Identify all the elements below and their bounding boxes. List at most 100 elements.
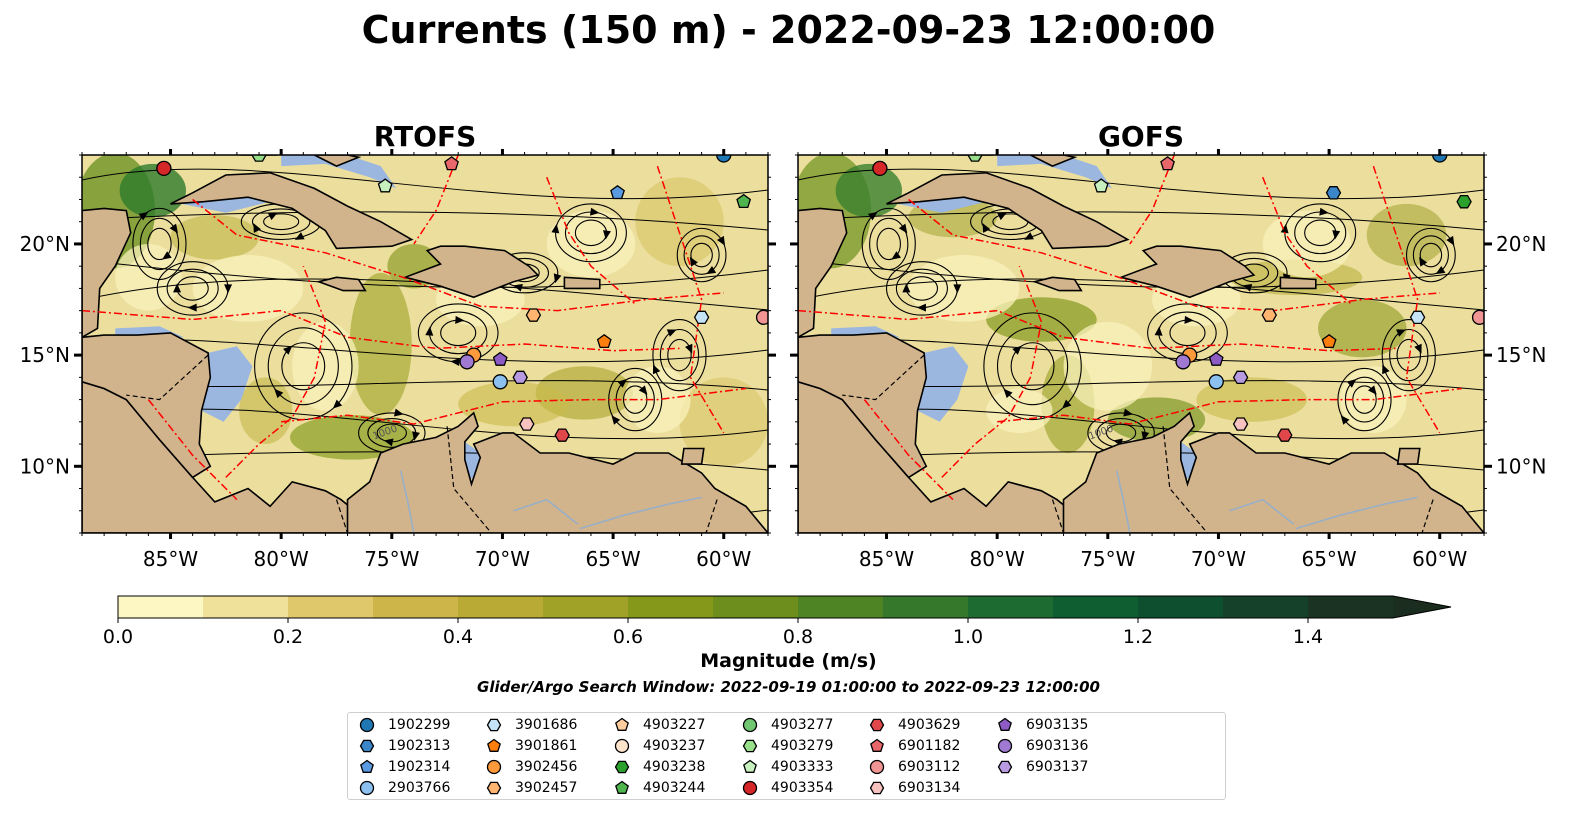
colorbar-segment [1053, 596, 1139, 618]
lat-tick-label-left: 20°N [20, 232, 70, 256]
legend-marker-icon [614, 760, 630, 774]
gofs-panel-title: GOFS [1097, 120, 1185, 153]
float-marker-1902299 [716, 155, 732, 163]
eez-line [656, 165, 725, 434]
legend-label: 4903333 [771, 759, 834, 775]
land-hispaniola [1118, 245, 1256, 299]
float-marker-3902457 [1261, 308, 1278, 322]
float-marker-3901686 [1409, 310, 1426, 325]
float-marker-3902457 [525, 308, 542, 322]
float-marker-4903279 [251, 155, 267, 162]
eez-line [546, 176, 636, 305]
colorbar: 0.0 0.2 0.4 0.6 0.8 1.0 1.2 1.4 [103, 595, 1452, 648]
rtofs-panel-title: RTOFS [373, 120, 477, 153]
shallow-water [281, 155, 397, 189]
float-marker-4903238 [1456, 194, 1472, 209]
land-trinidad [1396, 447, 1421, 465]
legend-marker-icon [487, 738, 501, 752]
eez-line [863, 399, 954, 501]
land-yucatan [798, 207, 848, 339]
legend-marker-icon [360, 759, 374, 773]
legend-marker-icon [870, 738, 884, 752]
legend-label: 3901861 [515, 738, 578, 754]
colorbar-segment [118, 596, 204, 618]
gofs-map: 1000 [790, 149, 1492, 539]
colorbar-segment [628, 596, 714, 618]
legend-marker-icon [997, 738, 1013, 754]
legend-label: 6901182 [898, 738, 961, 754]
colorbar-outline [117, 595, 1452, 619]
legend-marker-icon [614, 738, 630, 754]
colorbar-segment [798, 596, 884, 618]
lon-tick-label: 65°W [1301, 547, 1356, 571]
legend-label: 1902314 [388, 759, 451, 775]
colorbar-segment [1138, 596, 1224, 618]
map-frame [81, 154, 769, 534]
float-marker-3901861 [1321, 334, 1337, 349]
colorbar-segment [883, 596, 969, 618]
float-marker-4903333 [1093, 178, 1109, 193]
land-puertorico [563, 276, 601, 290]
eez-line [413, 155, 459, 245]
land-bahamas1 [314, 155, 362, 167]
float-marker-6903112 [1471, 309, 1484, 325]
legend-label: 4903279 [771, 738, 834, 754]
land-trinidad [680, 447, 705, 465]
legend-marker-icon [359, 780, 375, 796]
colorbar-tick-label: 0.6 [613, 626, 643, 648]
land-cuba [170, 171, 414, 250]
land-jamaica [316, 276, 367, 292]
legend-marker-icon [742, 739, 758, 753]
eez-line [225, 265, 327, 478]
eez-line [798, 309, 1396, 352]
legend-label: 6903135 [1026, 717, 1089, 733]
colorbar-tick-label: 1.2 [1123, 626, 1153, 648]
lon-tick-label: 80°W [254, 547, 309, 571]
float-marker-6903112 [755, 309, 768, 325]
land-hispaniola [402, 245, 540, 299]
float-marker-6903134 [1232, 417, 1249, 431]
float-marker-1902314 [610, 184, 625, 200]
float-marker-1902299 [1432, 155, 1448, 163]
float-marker-2903766 [492, 374, 508, 390]
legend-marker-icon [615, 780, 629, 794]
legend-marker-icon [997, 760, 1013, 774]
colorbar-tick-label: 0.4 [443, 626, 473, 648]
float-marker-4903333 [377, 178, 393, 193]
search-window-text: Glider/Argo Search Window: 2022-09-19 01… [477, 678, 1100, 696]
colorbar-segment [373, 596, 459, 618]
lon-tick-label: 75°W [364, 547, 419, 571]
eez-line [281, 387, 746, 425]
legend-label: 4903354 [771, 780, 834, 796]
lat-tick-label-right: 15°N [1496, 343, 1546, 367]
colorbar-extend-arrow [1393, 596, 1451, 618]
map-figure: 1000 1000 85°W 80°W 75°W 70°W 65°W 60°W 85°W 80… [20, 149, 1546, 571]
colorbar-segment [203, 596, 289, 618]
float-marker-6903137 [512, 370, 528, 385]
lat-tick-label-right: 20°N [1496, 232, 1546, 256]
float-marker-4903244 [736, 193, 752, 209]
float-marker-4903629 [554, 428, 570, 442]
float-marker-4903629 [1277, 428, 1293, 442]
eez-line [192, 198, 724, 312]
legend-marker-icon [998, 717, 1012, 731]
legend-marker-icon [869, 759, 885, 775]
lon-tick-label: 60°W [1412, 547, 1467, 571]
eez-line [1372, 165, 1441, 434]
legend-label: 1902313 [388, 738, 451, 754]
lon-tick-label: 70°W [475, 547, 530, 571]
float-marker-4903279 [967, 155, 983, 162]
legend-label: 6903136 [1026, 738, 1089, 754]
float-marker-6901182 [444, 156, 459, 171]
legend-marker-icon [359, 739, 375, 753]
lat-tick-label-left: 15°N [20, 343, 70, 367]
legend-marker-icon [486, 759, 502, 775]
float-marker-6903136 [1175, 354, 1191, 370]
legend-label: 4903244 [643, 780, 706, 796]
float-marker-2903766 [1208, 374, 1224, 390]
legend-label: 4903238 [643, 759, 706, 775]
lat-tick-label-right: 10°N [1496, 454, 1546, 478]
float-marker-6903135 [1208, 351, 1224, 366]
legend-label: 4903227 [643, 717, 706, 733]
legend-label: 1902299 [388, 717, 451, 733]
